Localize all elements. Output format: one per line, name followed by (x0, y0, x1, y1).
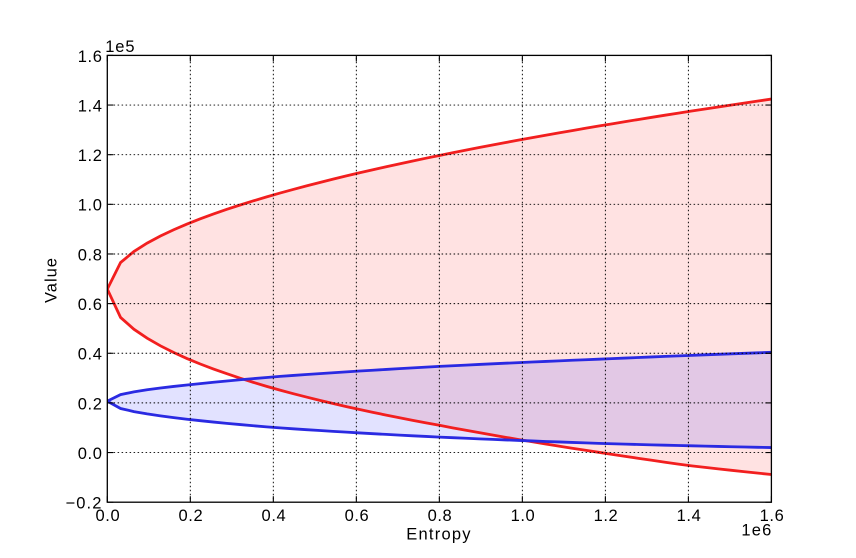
svg-text:1.4: 1.4 (677, 507, 702, 525)
svg-text:0.6: 0.6 (78, 296, 103, 314)
svg-text:0.2: 0.2 (78, 395, 103, 413)
svg-text:Value: Value (43, 257, 61, 303)
svg-text:0.2: 0.2 (179, 507, 204, 525)
svg-text:1.2: 1.2 (78, 147, 103, 165)
svg-text:0.0: 0.0 (78, 445, 103, 463)
svg-text:0.4: 0.4 (78, 346, 103, 364)
svg-text:0.8: 0.8 (428, 507, 453, 525)
svg-text:0.0: 0.0 (96, 507, 121, 525)
svg-text:0.8: 0.8 (78, 246, 103, 264)
svg-text:0.4: 0.4 (262, 507, 287, 525)
svg-text:1.4: 1.4 (78, 97, 103, 115)
svg-text:0.6: 0.6 (345, 507, 370, 525)
svg-text:1.0: 1.0 (78, 197, 103, 215)
svg-text:Entropy: Entropy (406, 525, 472, 543)
svg-text:1e5: 1e5 (105, 38, 135, 56)
svg-text:1.6: 1.6 (78, 48, 103, 66)
svg-text:1.0: 1.0 (511, 507, 536, 525)
svg-text:1.6: 1.6 (760, 507, 785, 525)
svg-text:−0.2: −0.2 (66, 495, 103, 513)
svg-text:1e6: 1e6 (741, 522, 772, 540)
svg-text:1.2: 1.2 (594, 507, 619, 525)
